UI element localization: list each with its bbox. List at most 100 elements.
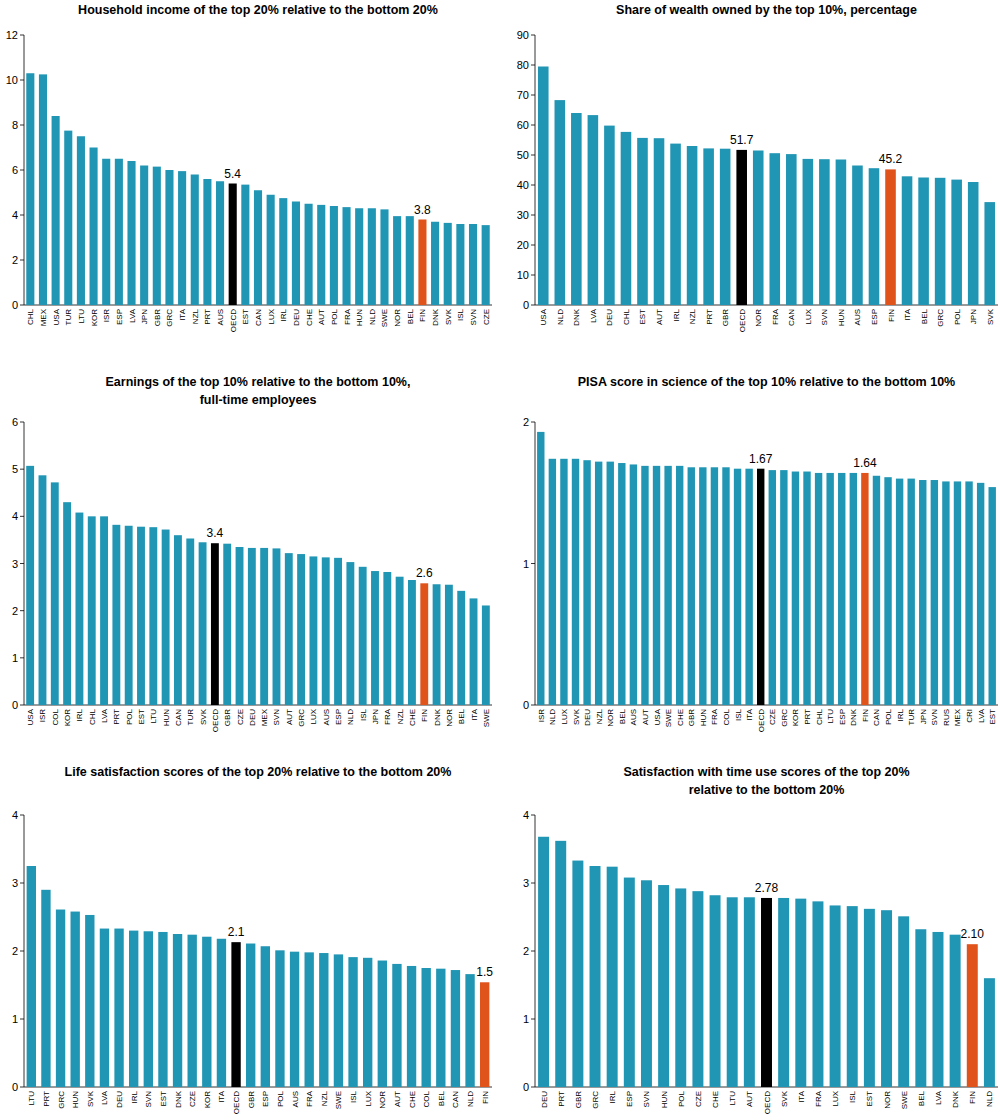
x-tick-label: EST [988,709,997,725]
y-axis [535,35,536,305]
data-label: 51.7 [730,133,754,147]
y-tick-label: 50 [517,149,529,161]
x-tick-label: CHL [622,308,631,325]
bar [769,153,780,305]
bar [896,479,903,705]
x-tick-label: AUT [393,1091,402,1107]
x-tick-label: AUS [291,1091,300,1107]
bar [670,144,681,305]
x-tick-label: AUS [216,309,225,325]
bars [27,866,490,1087]
x-tick-label: SVK [986,308,995,325]
x-tick-label: NLD [556,309,565,325]
x-tick-label: NZL [191,308,200,324]
x-tick-label: PRT [112,709,121,725]
y-tick [531,305,535,306]
x-tick-label: DEU [605,309,614,326]
x-tick-label: FIN [887,309,896,322]
bar [64,131,72,305]
x-tick-label: DNK [572,308,581,326]
x-tick-label: OECD [738,309,747,332]
bar [39,475,47,705]
x-tick-label: GRC [57,1091,66,1109]
bar [114,929,123,1087]
x-tick-label: COL [51,708,60,725]
bar [757,469,764,705]
data-label: 5.4 [224,167,241,181]
bar [383,572,391,705]
x-tick-label: SWE [900,1091,909,1109]
y-tick-label: 90 [517,29,529,41]
x-tick-label: USA [26,708,35,725]
bar [753,151,764,306]
x-tick-label: KOR [791,709,800,727]
bar [537,432,544,705]
bar [465,974,474,1087]
bar [26,73,34,305]
panel: Life satisfaction scores of the top 20% … [12,765,493,1114]
y-tick [20,305,24,306]
y-tick-label: 0 [12,699,18,711]
y-tick-label: 2 [12,945,18,957]
bar [211,543,219,705]
bar [675,888,686,1087]
x-tick-label: OECD [763,1091,772,1114]
bar [538,67,549,306]
x-tick-label: FIN [968,1091,977,1104]
x-tick-label: BEL [437,1090,446,1106]
bar [815,473,822,705]
x-tick-label: GBR [153,309,162,327]
x-tick-label: FRA [383,708,392,725]
bar [595,462,602,705]
x-tick-label: SWE [482,709,491,727]
bar [555,100,566,305]
x-tick-label: BEL [457,708,466,724]
x-tick-label: SWE [380,309,389,327]
bars [537,432,996,705]
data-label: 2.1 [228,925,245,939]
bar [984,202,995,305]
x-tick-label: HUN [660,1091,669,1109]
title: PISA score in science of the top 10% rel… [578,375,955,389]
bar [112,525,120,705]
bar [445,585,453,705]
x-tick-label: IRL [672,308,681,321]
x-tick-label: JPN [969,309,978,324]
panel: Share of wealth owned by the top 10%, pe… [517,3,998,332]
y-tick [531,65,535,66]
bar [838,473,845,705]
bar [803,472,810,705]
x-tick-label: NLD [346,709,355,725]
x-tick-label: CRI [965,709,974,723]
x-tick-label: HUN [71,1091,80,1109]
y-tick [531,215,535,216]
bar [482,225,490,305]
x-tick-label: CZE [482,309,491,325]
y-tick-label: 3 [523,877,529,889]
bar [778,898,789,1087]
x-tick-label: JPN [371,709,380,724]
x-tick-label: EST [638,309,647,325]
x-tick-label: LUX [267,308,276,324]
bar [292,202,300,306]
bar [149,527,157,705]
bar [342,207,350,305]
y-tick [20,563,24,564]
y-tick [20,657,24,658]
x-tick-label: CZE [188,1091,197,1107]
bar [761,898,772,1087]
bar [115,159,123,305]
bar [624,878,635,1087]
bar [935,178,946,305]
x-tick-label: AUT [285,709,294,725]
bar [77,136,85,305]
x-tick-label: RUS [942,709,951,726]
bar [745,469,752,705]
x-tick-label: LUX [831,1090,840,1106]
y-tick [531,951,535,952]
bar [902,176,913,305]
data-label: 2.6 [416,566,433,580]
bar [954,481,961,705]
data-label: 1.5 [476,965,493,979]
x-tick-label: SVK [572,708,581,725]
